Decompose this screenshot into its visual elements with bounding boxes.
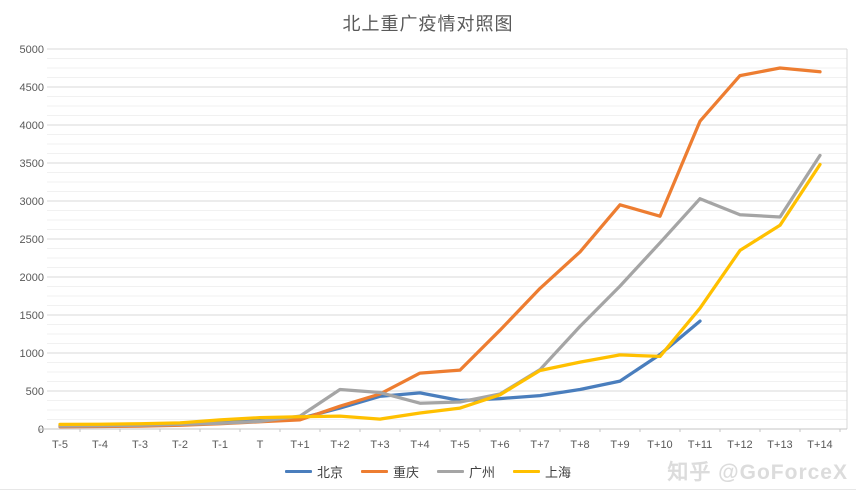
chart-legend: 北京 重庆 广州 上海 (0, 461, 856, 481)
x-axis-tick-label: T+6 (490, 439, 509, 451)
y-axis-tick-label: 4000 (20, 120, 44, 132)
x-axis-tick-label: T+8 (570, 439, 589, 451)
y-axis-tick-label: 3500 (20, 158, 44, 170)
x-axis-tick-label: T-2 (172, 439, 188, 451)
series-line-1 (58, 66, 822, 429)
x-axis-tick-label: T+4 (410, 439, 429, 451)
y-axis-tick-label: 4500 (20, 82, 44, 94)
x-axis-tick-label: T-3 (132, 439, 148, 451)
legend-item-chongqing: 重庆 (360, 462, 419, 481)
y-axis-tick-label: 2500 (20, 234, 44, 246)
x-axis-tick-label: T+3 (370, 439, 389, 451)
x-axis-tick-label: T-1 (212, 439, 228, 451)
y-axis-tick-label: 500 (26, 386, 44, 398)
y-axis-tick-label: 1500 (20, 310, 44, 322)
legend-item-shanghai: 上海 (513, 462, 571, 481)
x-axis-tick-label: T-5 (52, 439, 68, 451)
x-axis-tick-label: T+14 (807, 439, 832, 451)
x-axis-tick-label: T+10 (647, 439, 672, 451)
x-axis-tick-label: T+11 (688, 439, 713, 451)
x-axis-tick-label: T+7 (530, 439, 549, 451)
y-axis-tick-label: 2000 (20, 272, 44, 284)
x-axis-tick-label: T+12 (727, 439, 752, 451)
legend-label: 重庆 (392, 464, 419, 480)
series-line-3 (58, 162, 822, 427)
y-axis-tick-label: 1000 (20, 348, 44, 360)
legend-line-swatch (513, 469, 541, 473)
chart-title: 北上重广疫情对照图 (342, 14, 514, 34)
x-axis-tick-label: T (257, 439, 264, 451)
legend-item-beijing: 北京 (284, 462, 343, 481)
legend-label: 广州 (469, 464, 496, 480)
y-axis-tick-label: 0 (38, 424, 44, 436)
x-axis-tick-label: T+1 (290, 439, 309, 451)
y-axis-tick-label: 3000 (20, 196, 44, 208)
x-axis-tick-label: T+9 (610, 439, 629, 451)
legend-line-swatch (284, 469, 312, 473)
y-axis-tick-label: 5000 (20, 44, 44, 56)
legend-label: 上海 (545, 464, 572, 480)
legend-item-guangzhou: 广州 (437, 462, 495, 481)
x-axis-tick-label: T+2 (330, 439, 349, 451)
series-line-2 (58, 153, 822, 428)
zhihu-watermark: 知乎 @GoForceX (667, 461, 848, 484)
legend-label: 北京 (316, 464, 343, 480)
legend-line-swatch (360, 469, 388, 473)
x-axis-tick-label: T+13 (767, 439, 792, 451)
legend-line-swatch (437, 469, 464, 473)
page-bottom-border (0, 489, 856, 490)
x-axis-tick-label: T-4 (92, 439, 108, 451)
x-axis-tick-label: T+5 (450, 439, 469, 451)
line-chart-plot-area: 0 500 1000 1500 2000 2500 3000 3500 4000 4500 5000… (20, 44, 848, 451)
